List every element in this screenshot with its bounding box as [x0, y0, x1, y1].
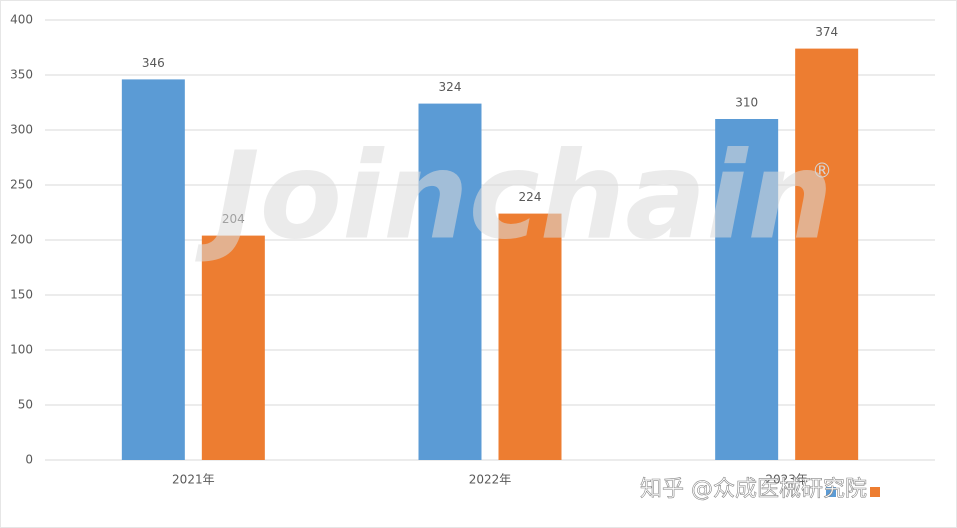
x-tick-label: 2023年	[765, 473, 808, 487]
value-label: 310	[735, 96, 758, 110]
bar	[201, 235, 265, 460]
bar	[498, 213, 562, 460]
y-tick-label: 50	[18, 398, 33, 412]
x-tick-label: 2022年	[469, 473, 512, 487]
value-label: 374	[815, 25, 838, 39]
value-label: 346	[142, 56, 165, 70]
watermark-mark: ®	[812, 159, 832, 183]
y-tick-label: 250	[10, 178, 33, 192]
legend-swatch	[870, 487, 880, 497]
y-tick-label: 350	[10, 68, 33, 82]
watermark: Joinchain	[195, 128, 833, 267]
y-tick-label: 0	[25, 453, 33, 467]
x-tick-label: 2021年	[172, 473, 215, 487]
source-watermark: 知乎 @众成医械研究院	[640, 477, 867, 502]
value-label: 204	[222, 212, 245, 226]
value-label: 224	[519, 190, 542, 204]
bar	[715, 119, 779, 460]
bar	[418, 103, 482, 460]
y-tick-label: 150	[10, 288, 33, 302]
bar	[121, 79, 185, 461]
value-label: 324	[439, 80, 462, 94]
y-tick-label: 200	[10, 233, 33, 247]
y-tick-label: 300	[10, 123, 33, 137]
y-tick-label: 100	[10, 343, 33, 357]
legend-swatch	[826, 487, 836, 497]
bar	[795, 48, 859, 460]
y-tick-label: 400	[10, 13, 33, 27]
